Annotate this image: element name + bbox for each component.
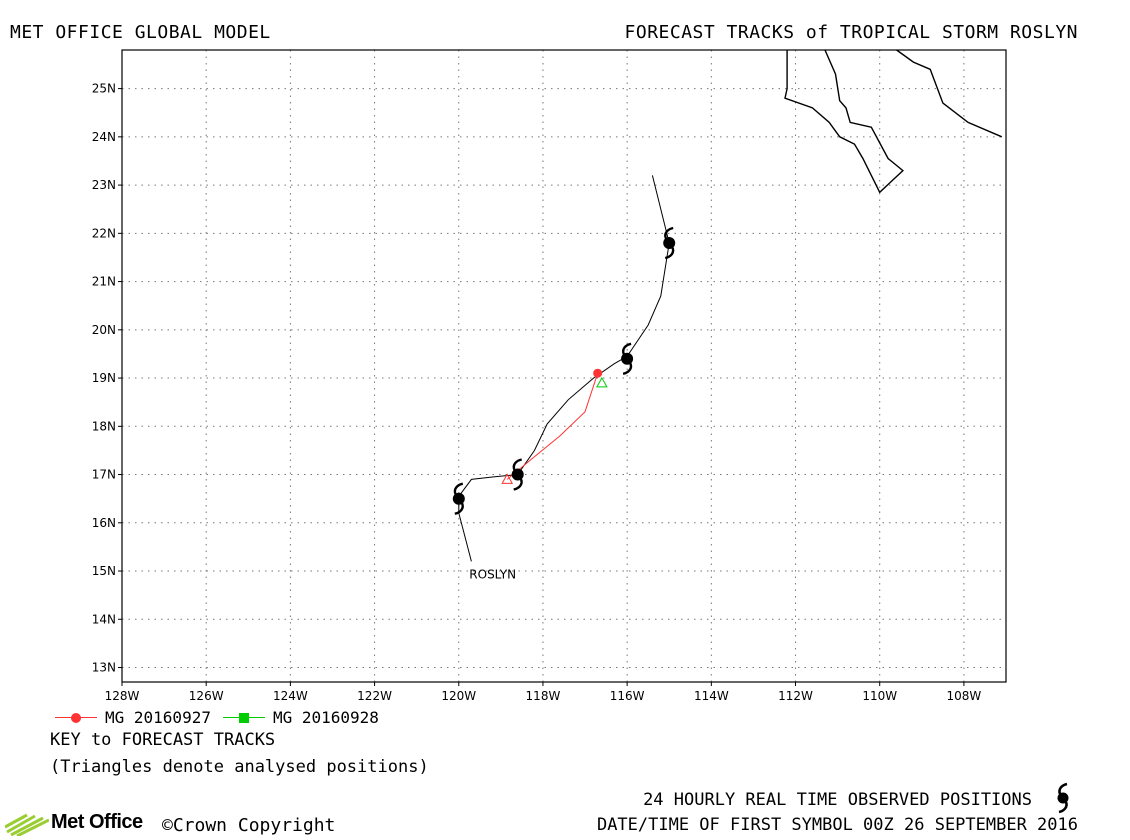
lon-tick-label: 108W (947, 689, 982, 700)
lon-tick-label: 112W (778, 689, 813, 700)
lon-tick-label: 110W (862, 689, 897, 700)
key-label: MG 20160927 (105, 708, 211, 727)
lat-tick-label: 19N (92, 371, 116, 385)
key-item-mg-20160928: MG 20160928 (222, 708, 379, 727)
first-symbol-date: DATE/TIME OF FIRST SYMBOL 00Z 26 SEPTEMB… (596, 815, 1078, 835)
axis-layer: 128W 126W 124W 122W 120W 118W 116W 114W 112W 110W… (92, 82, 982, 700)
lon-tick-label: 126W (189, 689, 224, 700)
grid-layer (122, 50, 1006, 682)
green-square-marker-icon (222, 711, 265, 725)
hurricane-symbol-icon (1057, 782, 1069, 814)
lat-tick-label: 24N (92, 130, 116, 144)
observed-positions-note: 24 HOURLY REAL TIME OBSERVED POSITIONS (643, 790, 1032, 810)
hurricane-symbol-icon (663, 226, 676, 260)
met-office-logo-icon (5, 813, 49, 836)
storm-name-label: ROSLYN (469, 567, 516, 581)
track-layer: ROSLYN (452, 175, 676, 581)
lat-tick-label: 22N (92, 226, 116, 240)
forecast-key: MG 20160927 MG 20160928 (55, 708, 391, 727)
coastline (784, 49, 904, 194)
copyright-notice: ©Crown Copyright (162, 815, 336, 836)
lat-tick-label: 18N (92, 419, 116, 433)
hurricane-symbol-icon (452, 482, 465, 515)
lat-tick-label: 25N (92, 82, 116, 96)
lat-tick-label: 13N (92, 661, 116, 675)
lon-tick-label: 114W (694, 689, 729, 700)
hurricane-symbol-icon (511, 458, 524, 491)
forecast-position-marker (593, 368, 603, 378)
coastline (896, 49, 1003, 138)
lat-tick-label: 21N (92, 275, 116, 289)
lon-tick-label: 120W (441, 689, 476, 700)
lon-tick-label: 122W (357, 689, 392, 700)
analysed-position-triangle (596, 376, 608, 388)
lon-tick-label: 128W (105, 689, 140, 700)
met-office-logo: Met Office (5, 808, 143, 836)
lat-tick-label: 23N (92, 178, 116, 192)
hurricane-symbol-icon (621, 342, 634, 375)
lat-tick-label: 17N (92, 468, 116, 482)
analysed-position-triangle (501, 473, 514, 484)
observed-track-line (458, 175, 670, 562)
red-circle-marker-icon (55, 711, 97, 725)
logo-text: Met Office (51, 810, 143, 833)
storm-track-map: ROSLYN 128W 126W 124W 122W 120W 118W 116W 114W 1… (92, 49, 1007, 700)
lon-tick-label: 118W (526, 689, 561, 700)
lat-tick-label: 14N (92, 612, 116, 626)
map-frame (121, 49, 1007, 683)
header-right-title: FORECAST TRACKS of TROPICAL STORM ROSLYN (624, 22, 1078, 43)
header-left-title: MET OFFICE GLOBAL MODEL (10, 22, 271, 43)
lat-tick-label: 16N (92, 516, 116, 530)
forecast-track-line (506, 373, 599, 480)
key-title: KEY to FORECAST TRACKS (50, 730, 276, 750)
key-note: (Triangles denote analysed positions) (50, 757, 429, 777)
lat-tick-label: 15N (92, 564, 116, 578)
key-label: MG 20160928 (272, 708, 379, 727)
coastline-layer (784, 49, 1003, 194)
key-item-mg-20160927: MG 20160927 (55, 708, 211, 727)
lat-tick-label: 20N (92, 323, 116, 337)
lon-tick-label: 116W (610, 689, 645, 700)
lon-tick-label: 124W (273, 689, 308, 700)
